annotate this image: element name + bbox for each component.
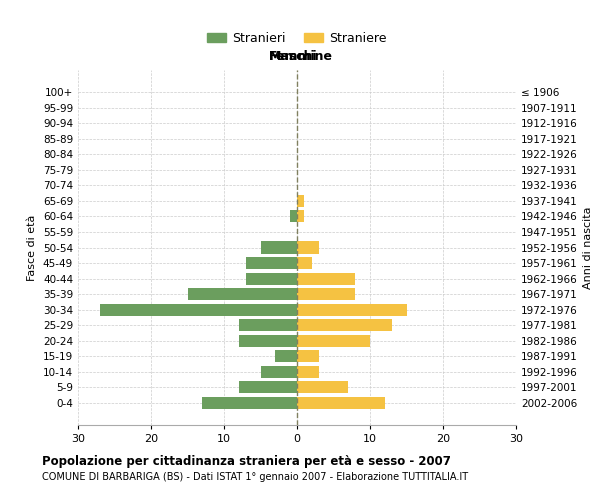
Bar — [297, 350, 319, 362]
Bar — [290, 210, 297, 222]
Bar — [297, 242, 319, 254]
Bar — [297, 381, 348, 394]
Bar — [297, 288, 355, 300]
Y-axis label: Anni di nascita: Anni di nascita — [583, 206, 593, 289]
Y-axis label: Fasce di età: Fasce di età — [28, 214, 37, 280]
Bar — [260, 242, 297, 254]
Text: Popolazione per cittadinanza straniera per età e sesso - 2007: Popolazione per cittadinanza straniera p… — [42, 455, 451, 468]
Bar — [297, 396, 385, 409]
Text: COMUNE DI BARBARIGA (BS) - Dati ISTAT 1° gennaio 2007 - Elaborazione TUTTITALIA.: COMUNE DI BARBARIGA (BS) - Dati ISTAT 1°… — [42, 472, 468, 482]
Text: Femmine: Femmine — [269, 50, 332, 63]
Bar — [202, 396, 297, 409]
Bar — [260, 366, 297, 378]
Bar — [246, 257, 297, 269]
Bar — [246, 272, 297, 284]
Bar — [297, 304, 407, 316]
Bar — [297, 334, 370, 346]
Text: Maschi: Maschi — [269, 50, 317, 63]
Bar — [275, 350, 297, 362]
Bar — [297, 272, 355, 284]
Bar — [100, 304, 297, 316]
Bar — [239, 334, 297, 346]
Bar — [297, 257, 311, 269]
Bar — [187, 288, 297, 300]
Bar — [297, 366, 319, 378]
Legend: Stranieri, Straniere: Stranieri, Straniere — [202, 26, 392, 50]
Bar — [297, 319, 392, 331]
Bar — [239, 319, 297, 331]
Bar — [297, 210, 304, 222]
Bar — [297, 195, 304, 207]
Bar — [239, 381, 297, 394]
